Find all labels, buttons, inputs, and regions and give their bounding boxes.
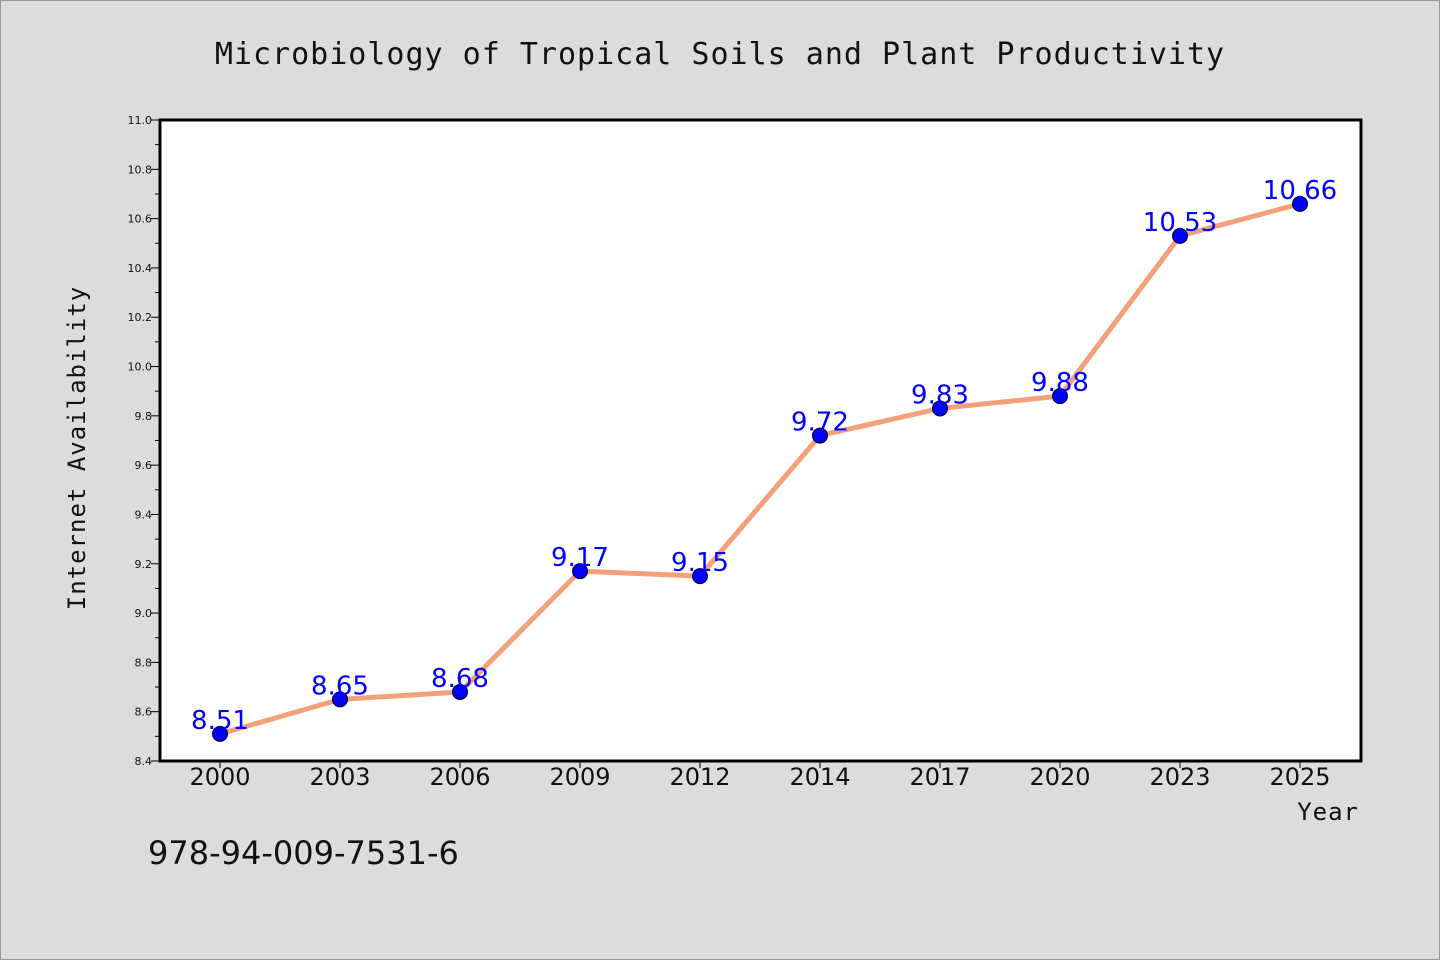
data-label: 9.72 [791,408,849,438]
y-tick-label: 8.8 [135,656,153,669]
data-labels: 8.51 8.65 8.68 9.17 9.15 9.72 9.83 9.88 10.53 10.… [191,176,1337,736]
x-tick-label: 2014 [789,763,850,791]
x-tick-label: 2012 [669,763,730,791]
y-axis: 8.4 8.6 8.8 9.0 9.2 9.4 9.6 9.8 10.0 10.2 10.4 10.6… [128,114,160,768]
x-tick-label: 2009 [549,763,610,791]
data-label: 10.53 [1143,208,1217,238]
y-axis-title: Internet Availability [63,286,91,610]
y-tick-label: 10.0 [128,361,153,374]
y-tick-label: 9.0 [135,607,153,620]
series-markers [212,195,1308,742]
x-tick-label: 2023 [1149,763,1210,791]
data-label: 9.88 [1031,368,1089,398]
data-point [572,563,588,580]
data-label: 10.66 [1263,176,1337,206]
x-tick-label: 2025 [1269,763,1330,791]
y-tick-label: 9.2 [135,558,153,571]
data-label: 8.51 [191,706,249,736]
series-line [219,201,1301,737]
x-tick-label: 2017 [909,763,970,791]
data-label: 9.17 [551,543,609,573]
data-point [1052,388,1068,405]
y-tick-label: 9.8 [135,410,153,423]
y-tick-label: 8.6 [135,706,153,719]
y-tick-label: 9.4 [135,508,153,521]
plot-area [158,118,1363,763]
data-point [212,725,228,742]
data-point [1172,227,1188,244]
data-label: 8.65 [311,671,369,701]
x-axis-title: Year [1297,798,1359,826]
x-tick-label: 2003 [309,763,370,791]
x-axis: 2000 2003 2006 2009 2012 2014 2017 2020 2023 2025 [189,761,1331,791]
data-label: 9.83 [911,380,969,410]
y-tick-label: 9.6 [135,459,153,472]
data-point [932,400,948,417]
y-tick-label: 11.0 [128,114,153,127]
data-point [812,427,828,444]
y-tick-label: 10.6 [128,213,153,226]
y-tick-label: 10.2 [128,311,153,324]
footer-code: 978-94-009-7531-6 [148,834,459,872]
data-label: 8.68 [431,664,489,694]
chart-title: Microbiology of Tropical Soils and Plant… [215,37,1225,72]
y-tick-label: 10.8 [128,163,153,176]
x-tick-label: 2006 [429,763,490,791]
y-tick-label: 8.4 [135,755,153,768]
data-point [332,691,348,708]
data-point [1292,195,1308,212]
y-tick-label: 10.4 [128,262,153,275]
data-point [692,568,708,585]
x-tick-label: 2020 [1029,763,1090,791]
x-tick-label: 2000 [189,763,250,791]
data-label: 9.15 [671,548,729,578]
data-point [452,683,468,700]
